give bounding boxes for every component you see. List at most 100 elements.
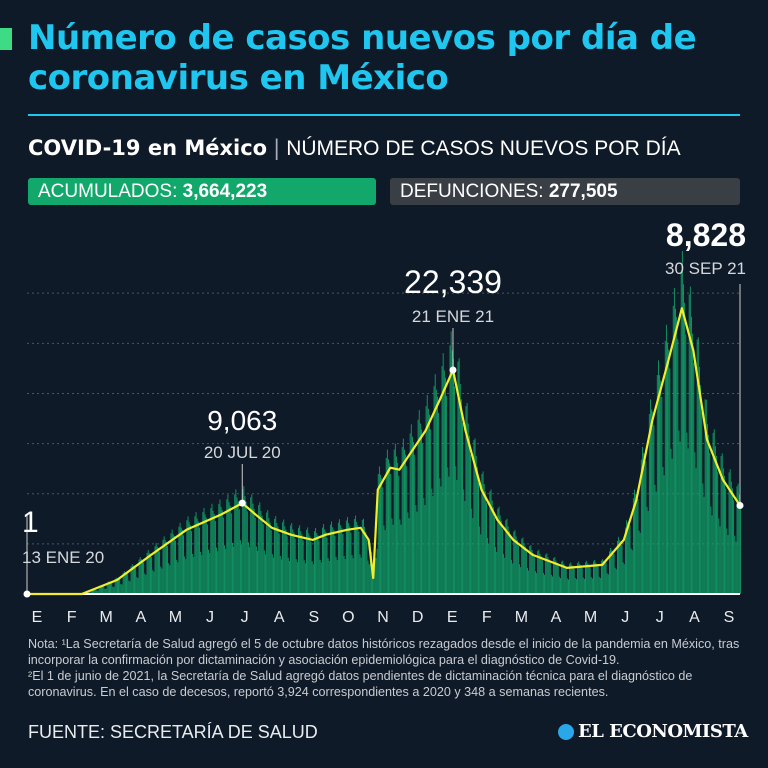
bar (540, 556, 542, 594)
bar (101, 585, 102, 594)
bar (105, 588, 107, 594)
bar (665, 324, 667, 594)
bar (562, 560, 564, 594)
bar (384, 530, 386, 594)
bar (566, 578, 568, 594)
bar (162, 539, 164, 594)
bar (310, 542, 312, 594)
bar (202, 512, 204, 594)
bar (160, 566, 162, 594)
bar (474, 438, 476, 594)
bar (319, 559, 321, 594)
bar (736, 486, 738, 594)
bar (457, 361, 459, 594)
bar (511, 559, 512, 594)
bar (200, 551, 202, 594)
logo-text: EL ECONOMISTA (578, 721, 748, 742)
bar (626, 520, 628, 594)
bar (311, 561, 313, 594)
bar (317, 535, 319, 594)
bar (301, 534, 303, 594)
bar (447, 467, 449, 594)
bar (662, 467, 664, 594)
bar (140, 559, 142, 594)
bar (602, 559, 604, 594)
cumulative-label: ACUMULADOS: (38, 181, 178, 202)
bar (490, 489, 492, 594)
bar (737, 483, 739, 594)
bar (221, 510, 223, 594)
bar (605, 562, 607, 594)
bar (214, 521, 216, 594)
bar (377, 474, 379, 594)
month-tick-label: J (621, 609, 629, 626)
bar (565, 568, 567, 594)
bar (314, 531, 315, 594)
bar (176, 559, 178, 594)
bar (115, 577, 117, 594)
bar (620, 541, 622, 594)
bar (619, 540, 621, 594)
bar (561, 561, 563, 594)
bar (735, 541, 737, 594)
bar (179, 522, 181, 594)
bar (288, 561, 290, 594)
bar (443, 370, 445, 594)
bar (168, 563, 170, 594)
bar (695, 468, 697, 594)
bar (672, 305, 674, 594)
bar (204, 514, 206, 594)
bar (449, 345, 451, 594)
bar (245, 501, 247, 594)
bar (393, 449, 395, 594)
bar (386, 449, 388, 594)
bar (279, 556, 281, 594)
bar (212, 510, 214, 594)
bar (316, 532, 318, 594)
bar (339, 519, 340, 594)
bar (355, 515, 356, 594)
bar (427, 408, 429, 594)
bar (280, 559, 282, 594)
bar (486, 503, 487, 594)
bar (683, 284, 684, 594)
bar (164, 540, 166, 594)
bar (90, 589, 92, 594)
bar (582, 577, 584, 594)
bar (527, 567, 528, 594)
bar (106, 582, 108, 594)
bar (118, 578, 120, 594)
bar (496, 552, 498, 594)
month-tick-label: S (724, 609, 735, 626)
bar (189, 525, 191, 594)
bar (194, 516, 196, 594)
bar (177, 562, 179, 594)
bar (442, 353, 444, 594)
bar (680, 270, 682, 594)
bar (558, 576, 560, 594)
bar (341, 528, 343, 594)
bar (426, 394, 428, 594)
bar (370, 551, 372, 594)
bar (237, 501, 239, 594)
bar (532, 552, 534, 594)
bar (623, 564, 625, 594)
bar (271, 554, 273, 594)
bar (381, 478, 383, 594)
bar (389, 463, 391, 594)
bar (220, 506, 222, 594)
bar (677, 339, 679, 594)
subtitle-text: NÚMERO DE CASOS NUEVOS POR DÍA (286, 137, 681, 160)
bar (556, 562, 558, 594)
bar (431, 488, 433, 594)
bar (362, 518, 364, 594)
bar (282, 522, 284, 594)
bar (209, 553, 211, 594)
bar (516, 539, 518, 594)
bar (464, 501, 466, 594)
bar (572, 566, 574, 594)
bar (462, 423, 464, 594)
bar (595, 562, 597, 594)
bar (96, 590, 98, 594)
